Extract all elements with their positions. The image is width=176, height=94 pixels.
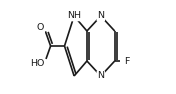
Text: HO: HO xyxy=(30,60,44,69)
Text: O: O xyxy=(37,24,44,33)
Text: NH: NH xyxy=(67,11,81,20)
Text: N: N xyxy=(97,72,104,80)
Text: N: N xyxy=(97,11,104,20)
Text: F: F xyxy=(124,56,129,66)
